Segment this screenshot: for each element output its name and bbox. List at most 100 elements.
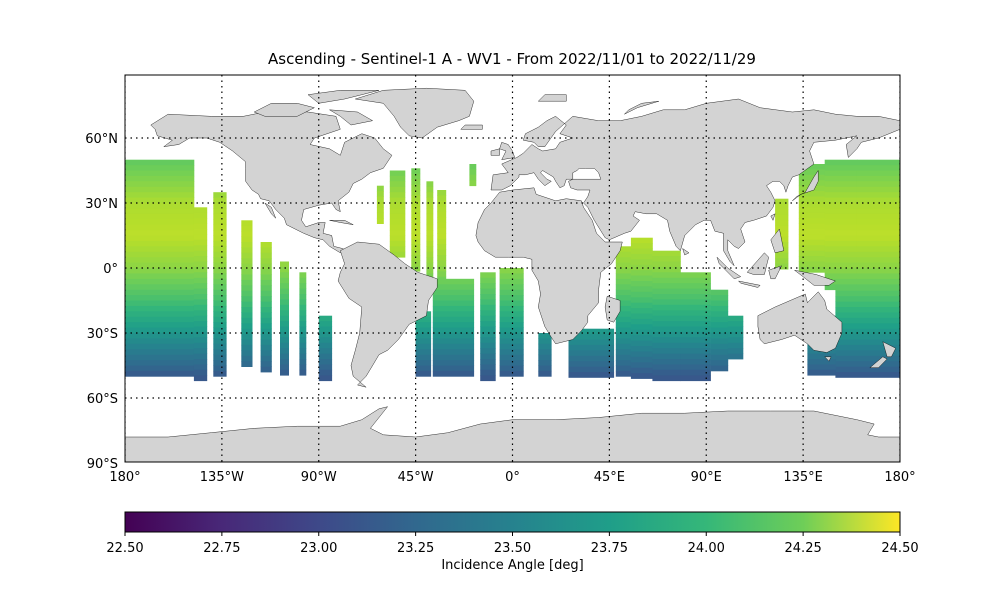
landmass <box>150 109 393 254</box>
data-cell <box>710 349 729 356</box>
data-cell <box>389 251 406 258</box>
data-cell <box>280 310 289 317</box>
data-cell <box>469 180 477 187</box>
data-cell <box>125 219 195 226</box>
data-cell <box>824 273 858 280</box>
data-cell <box>630 243 653 249</box>
data-cell <box>125 165 195 171</box>
data-cell <box>775 236 789 243</box>
data-cell <box>499 316 524 323</box>
data-cell <box>710 327 729 334</box>
colorbar <box>124 511 901 533</box>
data-cell <box>680 369 711 376</box>
data-cell <box>125 322 195 328</box>
data-cell <box>538 333 552 339</box>
data-cell <box>241 220 253 227</box>
data-cell <box>213 240 227 247</box>
data-cell <box>415 354 432 361</box>
data-cell <box>125 360 195 366</box>
data-cell <box>260 279 272 286</box>
data-cell <box>437 233 447 240</box>
data-cell <box>411 195 421 202</box>
colorbar-tick-label: 24.00 <box>688 541 725 556</box>
data-cell <box>260 317 272 324</box>
data-cell <box>213 370 227 377</box>
data-cell <box>213 311 227 318</box>
data-cell <box>775 220 789 227</box>
data-cell <box>213 208 227 215</box>
data-cell <box>389 224 406 231</box>
data-cell <box>727 353 744 360</box>
landmass <box>716 257 742 280</box>
data-cell <box>318 331 333 338</box>
land-layer <box>125 87 900 462</box>
data-cell <box>318 315 333 322</box>
data-cell <box>824 268 858 274</box>
longitude-label: 180° <box>884 470 915 485</box>
data-cell <box>426 181 434 188</box>
data-cell <box>213 316 227 323</box>
data-cell <box>680 310 711 317</box>
data-cell <box>389 175 406 182</box>
data-cell <box>213 322 227 328</box>
data-cell <box>856 268 900 274</box>
data-cell <box>630 237 653 244</box>
data-cell <box>437 190 447 196</box>
data-cell <box>125 240 195 247</box>
data-cell <box>426 251 434 258</box>
data-cell <box>125 316 195 323</box>
data-cell <box>652 250 681 257</box>
data-cell <box>798 207 825 214</box>
data-cell <box>437 255 447 261</box>
data-cell <box>241 361 253 367</box>
data-cell <box>630 264 653 271</box>
landmass <box>355 87 475 139</box>
data-cell <box>499 349 524 356</box>
data-cell <box>125 208 195 215</box>
data-cell <box>411 190 421 196</box>
data-cell <box>241 231 253 237</box>
data-cell <box>856 170 900 177</box>
data-cell <box>824 262 858 269</box>
data-cell <box>389 208 406 215</box>
data-cell <box>480 272 496 279</box>
data-cell <box>193 375 208 382</box>
data-cell <box>710 316 729 323</box>
data-cell <box>125 197 195 204</box>
data-cell <box>241 344 253 351</box>
data-cell <box>280 283 289 289</box>
data-cell <box>125 284 195 291</box>
data-cell <box>241 247 253 254</box>
data-cell <box>437 271 447 278</box>
data-cell <box>652 272 681 279</box>
data-cell <box>213 230 227 236</box>
data-cell <box>426 246 434 253</box>
data-cell <box>437 206 447 213</box>
data-cell <box>213 192 227 198</box>
data-cell <box>437 265 447 272</box>
data-cell <box>426 230 434 236</box>
data-cell <box>680 342 711 349</box>
data-cell <box>480 304 496 311</box>
data-cell <box>835 290 900 297</box>
data-cell <box>824 257 858 263</box>
data-cell <box>193 331 208 338</box>
colorbar-tick-label: 23.25 <box>397 541 434 556</box>
longitude-label: 135°E <box>783 470 823 485</box>
data-cell <box>280 315 289 322</box>
data-cell <box>432 360 475 366</box>
map-title: Ascending - Sentinel-1 A - WV1 - From 20… <box>268 50 756 68</box>
data-cell <box>213 219 227 226</box>
data-cell <box>426 268 434 274</box>
data-cell <box>299 353 307 360</box>
data-cell <box>630 297 653 304</box>
landmass <box>125 406 900 462</box>
landmass <box>604 295 621 323</box>
data-cell <box>710 305 729 312</box>
data-cell <box>824 246 858 253</box>
data-cell <box>499 300 524 307</box>
landmass <box>264 202 276 219</box>
data-cell <box>193 304 208 311</box>
data-cell <box>213 235 227 242</box>
